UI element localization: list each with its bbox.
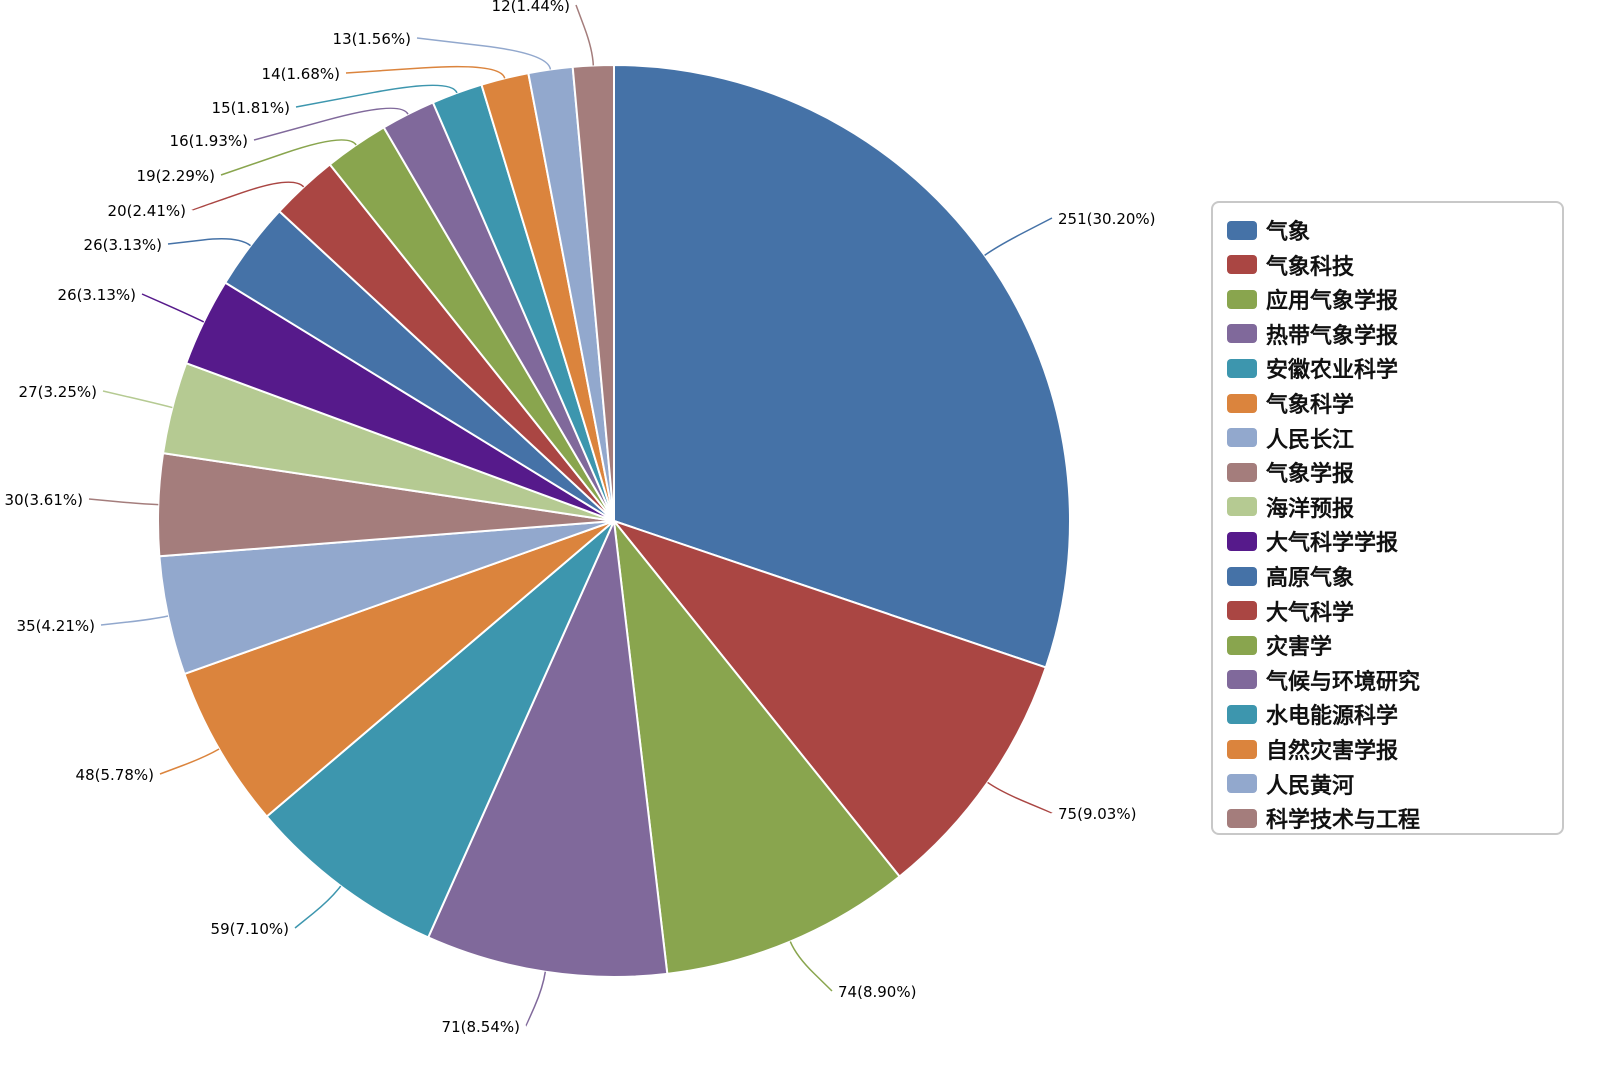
data-label-17: 12(1.44%): [492, 0, 570, 15]
legend-item[interactable]: 高原气象: [1227, 561, 1354, 591]
legend-swatch: [1227, 635, 1257, 655]
legend-label: 气象科技: [1266, 254, 1355, 280]
data-label-11: 20(2.41%): [108, 202, 186, 220]
data-label-0: 251(30.20%): [1058, 210, 1156, 228]
leader-line-5: [159, 748, 220, 775]
data-label-2: 74(8.90%): [838, 983, 916, 1001]
legend-swatch: [1227, 324, 1257, 344]
data-label-12: 19(2.29%): [137, 167, 215, 185]
legend-swatch: [1227, 531, 1257, 551]
legend-label: 科学技术与工程: [1266, 808, 1421, 834]
legend-item[interactable]: 气象科技: [1227, 250, 1354, 280]
data-label-9: 26(3.13%): [58, 286, 136, 304]
legend-item[interactable]: 安徽农业科学: [1227, 353, 1398, 383]
leader-line-13: [253, 107, 409, 141]
legend-swatch: [1227, 255, 1257, 275]
legend-item[interactable]: 人民黄河: [1227, 769, 1354, 799]
legend-label: 海洋预报: [1266, 496, 1355, 522]
legend-swatch: [1227, 428, 1257, 448]
legend-label: 气象: [1266, 220, 1311, 245]
legend-item[interactable]: 灾害学: [1227, 630, 1332, 660]
leader-line-6: [100, 615, 169, 626]
legend-label: 水电能源科学: [1266, 704, 1399, 730]
legend-item[interactable]: 气候与环境研究: [1227, 665, 1420, 695]
legend-swatch: [1227, 704, 1257, 724]
legend-label: 安徽农业科学: [1266, 358, 1399, 384]
legend-label: 气象科学: [1266, 393, 1355, 418]
leader-line-7: [88, 498, 159, 506]
leader-line-12: [220, 139, 357, 176]
data-label-6: 35(4.21%): [17, 617, 95, 635]
data-label-8: 27(3.25%): [19, 383, 97, 401]
legend-swatch: [1227, 220, 1257, 240]
legend-swatch: [1227, 462, 1257, 482]
data-label-16: 13(1.56%): [333, 30, 411, 48]
legend-label: 大气科学学报: [1266, 531, 1399, 557]
leader-line-16: [416, 37, 552, 70]
legend-label: 气象学报: [1266, 462, 1355, 488]
pie-slice-5: [183, 520, 615, 818]
pie-slice-1: [611, 518, 1048, 878]
legend-swatch: [1227, 358, 1257, 378]
pie-slice-0: [613, 63, 1071, 669]
pie-slice-3: [426, 517, 669, 978]
leader-line-17: [575, 4, 595, 66]
pie-slice-4: [265, 520, 615, 939]
legend-item[interactable]: 气象科学: [1227, 388, 1354, 418]
legend-item[interactable]: 科学技术与工程: [1227, 803, 1420, 833]
leader-line-11: [191, 181, 305, 211]
legend-item[interactable]: 气象: [1227, 215, 1310, 245]
leader-line-15: [345, 65, 506, 79]
legend-swatch: [1227, 289, 1257, 309]
data-label-3: 71(8.54%): [442, 1018, 520, 1036]
legend: 气象气象科技应用气象学报 热带气象学报 安徽农业科学 气象科学人民长江气象学报海洋预报…: [1211, 201, 1564, 835]
leader-line-3: [525, 971, 547, 1027]
legend-item[interactable]: 应用气象学报: [1227, 284, 1398, 314]
data-label-14: 15(1.81%): [212, 99, 290, 117]
leader-line-4: [294, 885, 342, 929]
pie-slice-17: [571, 63, 615, 522]
data-label-10: 26(3.13%): [84, 236, 162, 254]
leader-line-10: [167, 238, 251, 247]
leader-line-1: [987, 781, 1053, 814]
legend-label: 人民长江: [1266, 427, 1355, 453]
legend-swatch: [1227, 497, 1257, 517]
legend-swatch: [1227, 670, 1257, 690]
leader-line-14: [295, 84, 458, 108]
legend-swatch: [1227, 739, 1257, 759]
legend-item[interactable]: 气象学报: [1227, 457, 1354, 487]
legend-swatch: [1227, 393, 1257, 413]
data-label-7: 30(3.61%): [5, 491, 83, 509]
legend-item[interactable]: 海洋预报: [1227, 492, 1354, 522]
legend-item[interactable]: 自然灾害学报: [1227, 734, 1398, 764]
legend-label: 灾害学: [1266, 635, 1333, 661]
legend-label: 高原气象: [1266, 566, 1355, 591]
leader-line-0: [984, 217, 1053, 256]
data-label-1: 75(9.03%): [1058, 805, 1136, 823]
legend-item[interactable]: 热带气象学报: [1227, 319, 1398, 349]
legend-swatch: [1227, 566, 1257, 586]
data-label-5: 48(5.78%): [76, 766, 154, 784]
legend-label: 气候与环境研究: [1266, 669, 1421, 695]
legend-label: 自然灾害学报: [1266, 739, 1399, 764]
legend-item[interactable]: 人民长江: [1227, 423, 1354, 453]
legend-label: 大气科学: [1266, 600, 1355, 626]
legend-item[interactable]: 大气科学学报: [1227, 526, 1398, 556]
data-label-4: 59(7.10%): [211, 920, 289, 938]
leader-line-9: [141, 293, 205, 323]
legend-label: 应用气象学报: [1266, 289, 1399, 315]
legend-swatch: [1227, 808, 1257, 828]
legend-label: 人民黄河: [1266, 773, 1355, 799]
legend-item[interactable]: 水电能源科学: [1227, 699, 1398, 729]
leader-line-8: [102, 390, 173, 409]
leader-line-2: [789, 941, 833, 992]
legend-swatch: [1227, 601, 1257, 621]
data-label-15: 14(1.68%): [262, 65, 340, 83]
pie-slice-2: [612, 517, 901, 975]
data-label-13: 16(1.93%): [170, 132, 248, 150]
legend-label: 热带气象学报: [1266, 323, 1399, 349]
legend-item[interactable]: 大气科学: [1227, 596, 1354, 626]
legend-swatch: [1227, 774, 1257, 794]
